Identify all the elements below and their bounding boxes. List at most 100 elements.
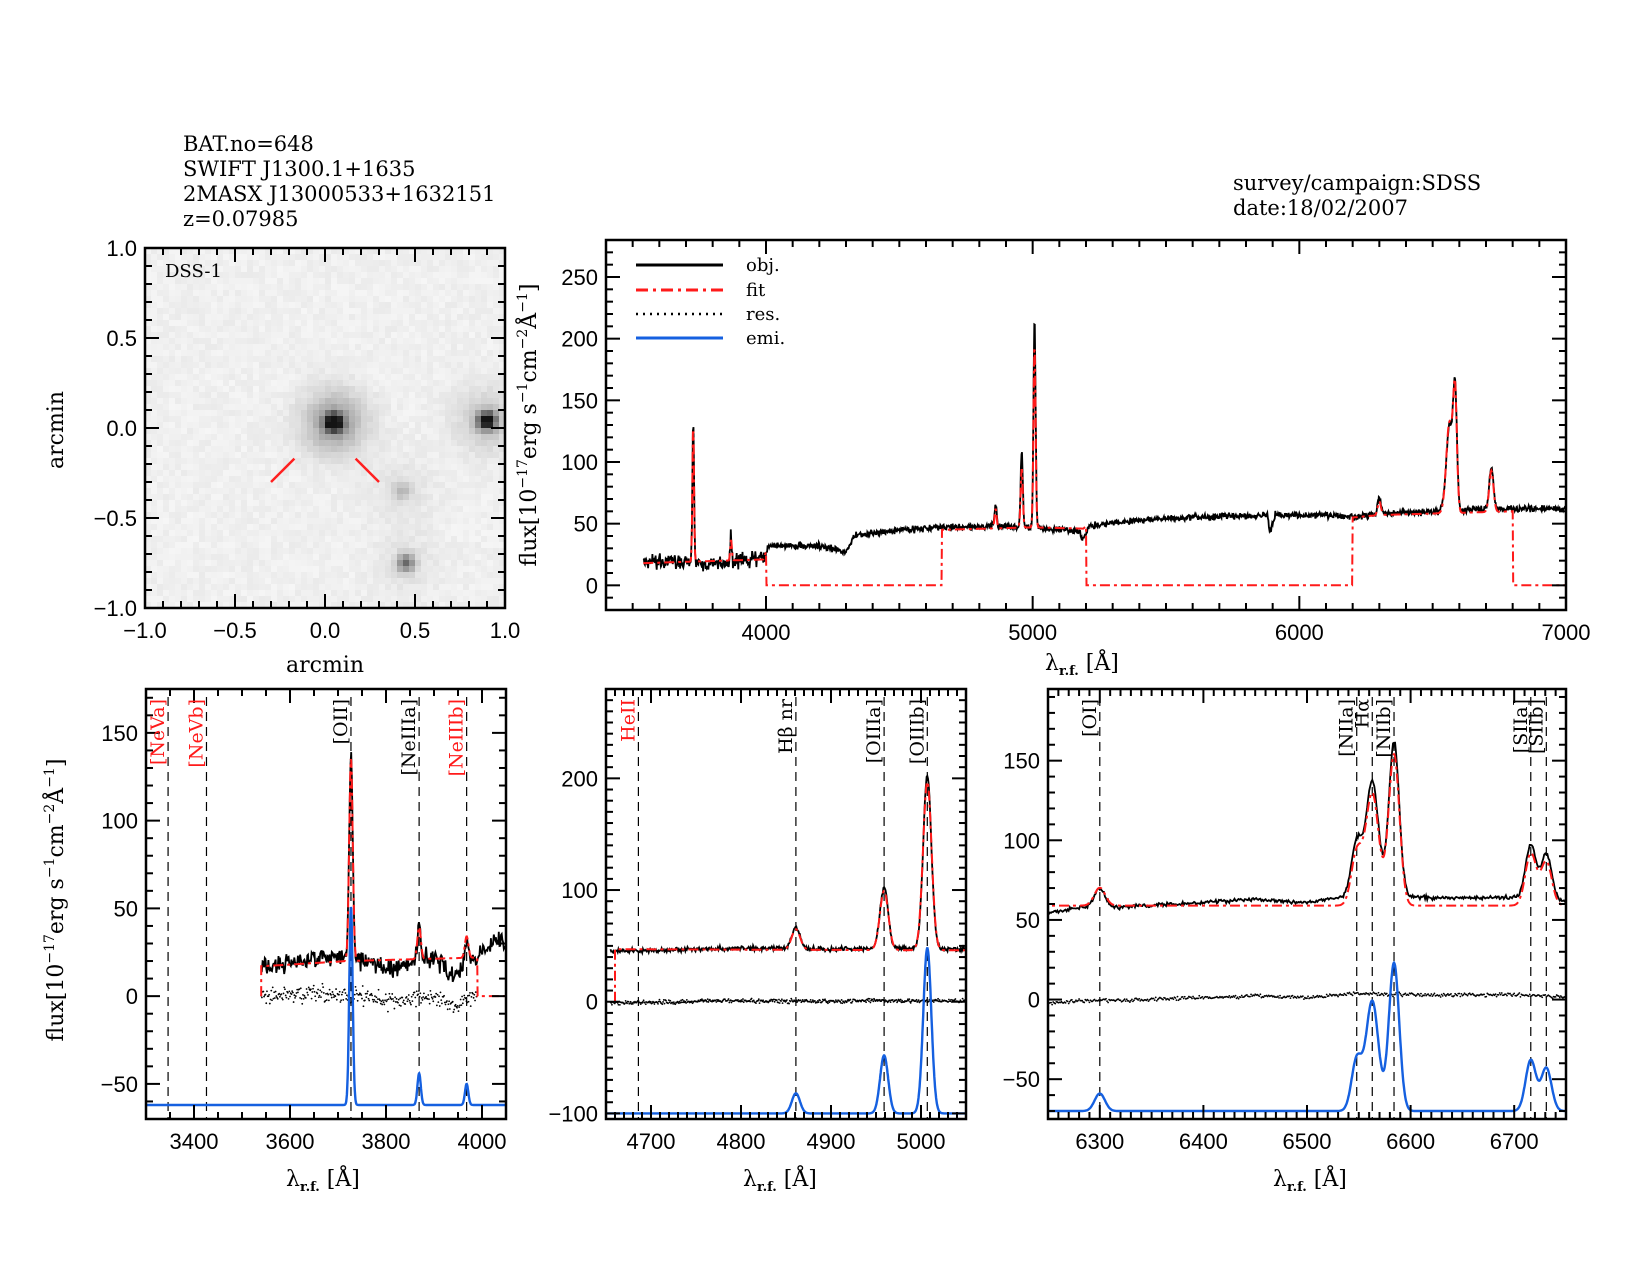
image-pixel <box>439 542 446 549</box>
image-pixel <box>193 518 200 525</box>
image-pixel <box>289 524 296 531</box>
image-pixel <box>397 458 404 465</box>
image-pixel <box>163 560 170 567</box>
image-pixel <box>295 398 302 405</box>
image-pixel <box>211 512 218 519</box>
image-pixel <box>355 272 362 279</box>
residual-point <box>317 996 320 999</box>
image-pixel <box>289 470 296 477</box>
image-pixel <box>445 434 452 441</box>
image-pixel <box>325 470 332 477</box>
image-pixel <box>451 536 458 543</box>
image-pixel <box>277 488 284 495</box>
image-pixel <box>463 326 470 333</box>
image-pixel <box>211 578 218 585</box>
residual-point <box>827 1002 829 1005</box>
image-pixel <box>313 470 320 477</box>
image-pixel <box>433 578 440 585</box>
image-pixel <box>457 266 464 273</box>
image-pixel <box>385 542 392 549</box>
image-pixel <box>271 350 278 357</box>
image-pixel <box>181 596 188 603</box>
image-pixel <box>271 482 278 489</box>
image-pixel <box>271 344 278 351</box>
image-pixel <box>415 404 422 411</box>
image-pixel <box>295 494 302 501</box>
image-pixel <box>481 350 488 357</box>
image-pixel <box>289 410 296 417</box>
image-pixel <box>361 470 368 477</box>
image-pixel <box>337 320 344 327</box>
image-pixel <box>187 578 194 585</box>
image-pixel <box>475 398 482 405</box>
image-pixel <box>259 254 266 261</box>
image-pixel <box>469 278 476 285</box>
image-pixel <box>493 590 500 597</box>
image-pixel <box>319 470 326 477</box>
image-pixel <box>433 506 440 513</box>
image-pixel <box>337 470 344 477</box>
image-pixel <box>211 488 218 495</box>
image-pixel <box>157 476 164 483</box>
image-pixel <box>169 326 176 333</box>
image-pixel <box>217 392 224 399</box>
image-pixel <box>283 446 290 453</box>
image-pixel <box>193 380 200 387</box>
image-pixel <box>217 278 224 285</box>
image-pixel <box>469 266 476 273</box>
image-pixel <box>283 542 290 549</box>
image-pixel <box>361 284 368 291</box>
image-pixel <box>331 398 338 405</box>
image-pixel <box>193 458 200 465</box>
image-pixel <box>145 332 152 339</box>
image-pixel <box>271 572 278 579</box>
residual-point <box>320 991 323 993</box>
image-pixel <box>151 266 158 273</box>
image-pixel <box>145 368 152 375</box>
image-pixel <box>163 260 170 267</box>
image-pixel <box>163 272 170 279</box>
image-pixel <box>397 434 404 441</box>
image-pixel <box>475 464 482 471</box>
image-pixel <box>349 398 356 405</box>
image-pixel <box>499 518 506 525</box>
image-pixel <box>379 272 386 279</box>
image-pixel <box>361 482 368 489</box>
image-pixel <box>463 248 470 255</box>
image-pixel <box>217 254 224 261</box>
image-pixel <box>229 386 236 393</box>
residual-point <box>453 1008 456 1011</box>
image-pixel <box>439 440 446 447</box>
image-pixel <box>493 542 500 549</box>
image-pixel <box>337 548 344 555</box>
image-pixel <box>277 272 284 279</box>
x-tick-label: 5000 <box>897 1129 946 1154</box>
image-pixel <box>289 452 296 459</box>
residual-point <box>420 1001 422 1004</box>
image-pixel <box>301 368 308 375</box>
image-pixel <box>499 326 506 333</box>
image-pixel <box>217 542 224 549</box>
image-pixel <box>361 350 368 357</box>
image-pixel <box>199 578 206 585</box>
residual-point <box>276 997 279 1000</box>
residual-point <box>426 998 429 1000</box>
image-pixel <box>403 326 410 333</box>
image-pixel <box>481 266 488 273</box>
image-pixel <box>487 596 494 603</box>
image-pixel <box>157 332 164 339</box>
image-pixel <box>439 524 446 531</box>
image-pixel <box>355 278 362 285</box>
residual-point <box>649 1000 652 1003</box>
image-pixel <box>223 410 230 417</box>
image-pixel <box>247 500 254 507</box>
residual-point <box>385 1000 388 1003</box>
image-pixel <box>445 530 452 537</box>
image-pixel <box>427 278 434 285</box>
residual-point <box>299 987 302 990</box>
image-pixel <box>355 284 362 291</box>
image-pixel <box>391 362 398 369</box>
image-pixel <box>223 374 230 381</box>
image-pixel <box>391 302 398 309</box>
image-pixel <box>289 422 296 429</box>
